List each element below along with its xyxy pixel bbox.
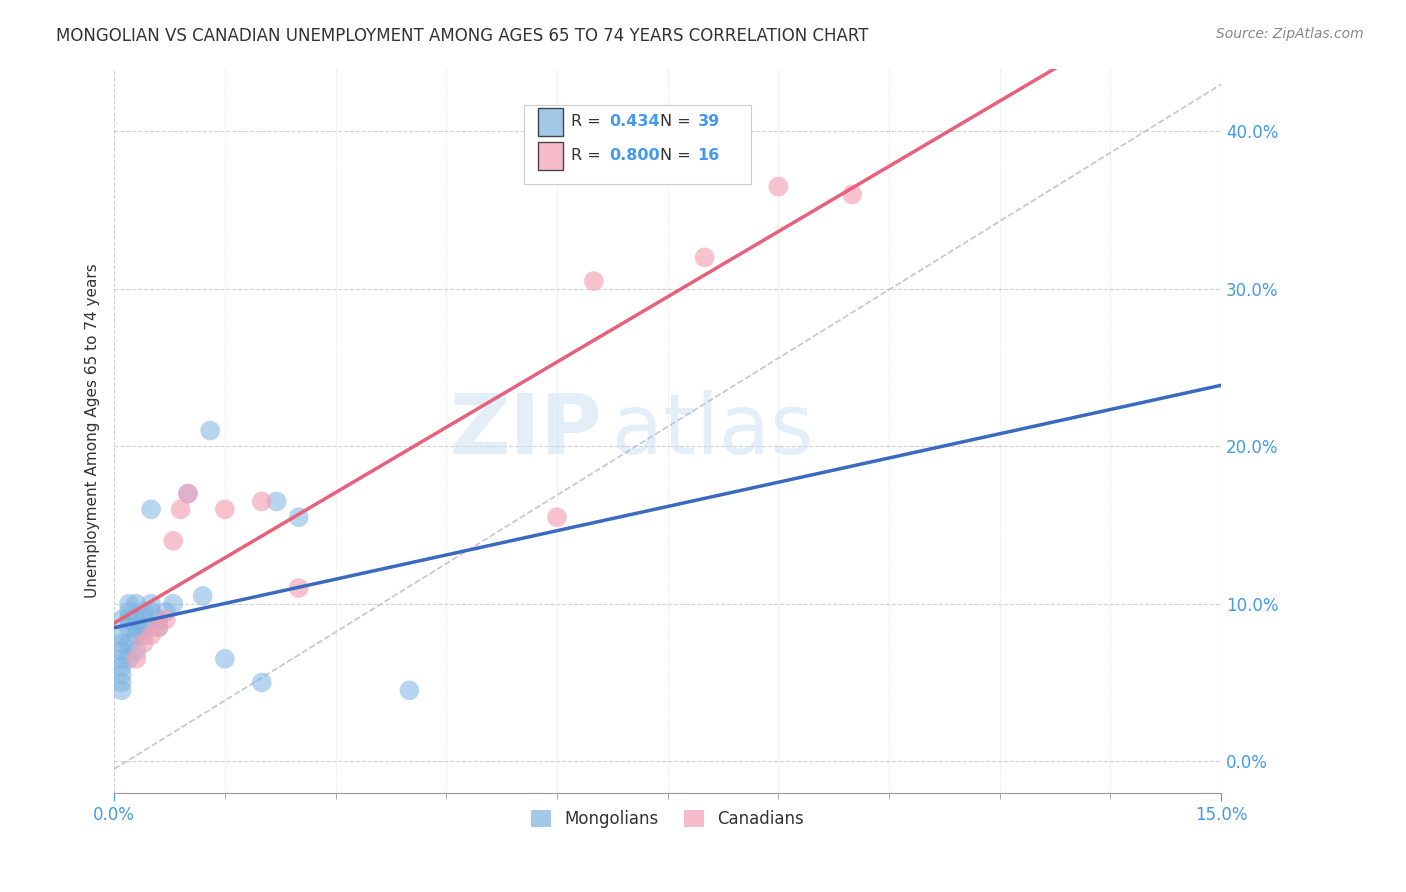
Point	[118, 612, 141, 626]
Text: ZIP: ZIP	[449, 390, 602, 471]
FancyBboxPatch shape	[538, 143, 562, 169]
Point	[250, 494, 273, 508]
FancyBboxPatch shape	[538, 108, 562, 136]
Point	[132, 628, 155, 642]
Point	[125, 644, 148, 658]
Point	[582, 274, 605, 288]
Point	[110, 644, 132, 658]
Point	[198, 424, 221, 438]
Point	[125, 620, 148, 634]
Text: atlas: atlas	[613, 390, 814, 471]
Point	[287, 581, 309, 595]
Point	[768, 179, 790, 194]
Point	[191, 589, 214, 603]
Text: N =: N =	[659, 114, 696, 128]
Point	[132, 636, 155, 650]
Point	[214, 502, 236, 516]
Point	[148, 620, 170, 634]
Point	[125, 652, 148, 666]
Point	[110, 652, 132, 666]
Text: 16: 16	[697, 148, 720, 163]
Point	[110, 628, 132, 642]
FancyBboxPatch shape	[524, 104, 751, 185]
Point	[139, 597, 162, 611]
Point	[132, 620, 155, 634]
Point	[169, 502, 191, 516]
Point	[118, 620, 141, 634]
Point	[177, 486, 200, 500]
Point	[139, 628, 162, 642]
Text: R =: R =	[571, 148, 606, 163]
Point	[118, 605, 141, 619]
Point	[118, 597, 141, 611]
Point	[546, 510, 568, 524]
Point	[155, 605, 177, 619]
Point	[110, 675, 132, 690]
Legend: Mongolians, Canadians: Mongolians, Canadians	[524, 804, 811, 835]
Point	[132, 605, 155, 619]
Point	[214, 652, 236, 666]
Point	[162, 597, 184, 611]
Text: Source: ZipAtlas.com: Source: ZipAtlas.com	[1216, 27, 1364, 41]
Text: 39: 39	[697, 114, 720, 128]
Text: 0.434: 0.434	[609, 114, 659, 128]
Point	[125, 597, 148, 611]
Point	[110, 659, 132, 673]
Point	[125, 628, 148, 642]
Text: N =: N =	[659, 148, 696, 163]
Point	[841, 187, 863, 202]
Point	[110, 636, 132, 650]
Text: MONGOLIAN VS CANADIAN UNEMPLOYMENT AMONG AGES 65 TO 74 YEARS CORRELATION CHART: MONGOLIAN VS CANADIAN UNEMPLOYMENT AMONG…	[56, 27, 869, 45]
Point	[110, 612, 132, 626]
Point	[118, 652, 141, 666]
Point	[110, 683, 132, 698]
Text: 0.800: 0.800	[609, 148, 659, 163]
Point	[132, 612, 155, 626]
Text: R =: R =	[571, 114, 606, 128]
Point	[139, 502, 162, 516]
Point	[398, 683, 420, 698]
Point	[155, 612, 177, 626]
Point	[125, 612, 148, 626]
Point	[162, 533, 184, 548]
Point	[693, 251, 716, 265]
Point	[118, 636, 141, 650]
Point	[110, 667, 132, 681]
Point	[148, 620, 170, 634]
Point	[266, 494, 288, 508]
Point	[177, 486, 200, 500]
Point	[148, 612, 170, 626]
Point	[139, 605, 162, 619]
Y-axis label: Unemployment Among Ages 65 to 74 years: Unemployment Among Ages 65 to 74 years	[86, 263, 100, 598]
Point	[250, 675, 273, 690]
Point	[287, 510, 309, 524]
